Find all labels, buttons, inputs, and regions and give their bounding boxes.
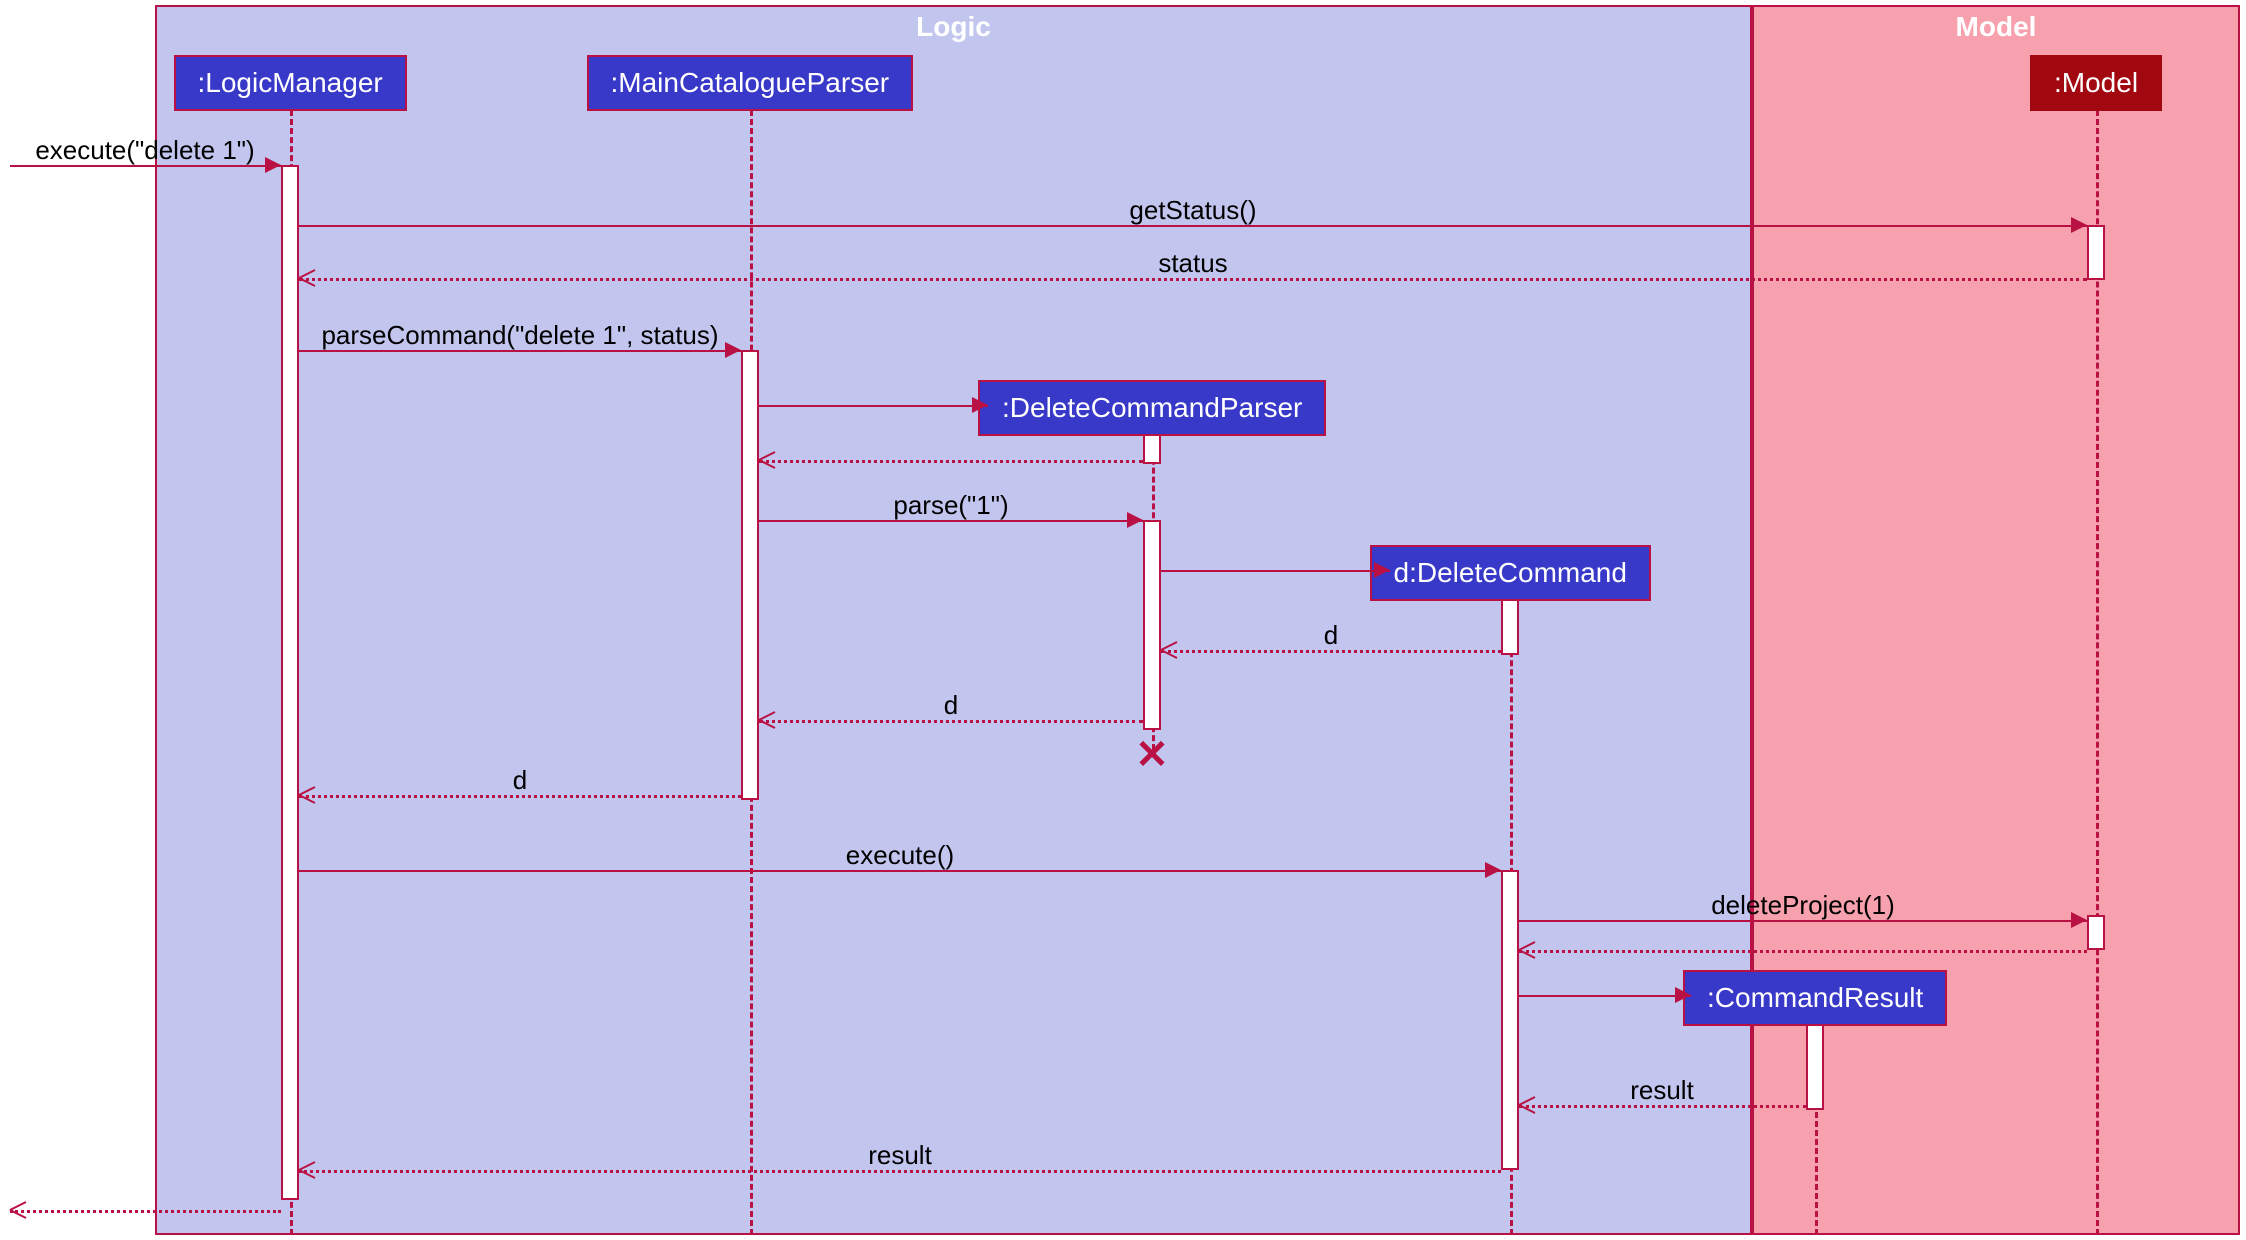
- activation-5: [1501, 597, 1519, 655]
- message-label-9: d: [944, 690, 958, 721]
- message-arrowhead-16: [297, 1160, 317, 1180]
- message-arrowhead-8: [1159, 640, 1179, 660]
- message-line-14: [1519, 995, 1691, 997]
- message-label-12: deleteProject(1): [1711, 890, 1895, 921]
- message-line-7: [1161, 570, 1390, 572]
- model-region: Model: [1752, 5, 2240, 1235]
- message-arrowhead-9: [757, 710, 777, 730]
- participant-logic_manager: :LogicManager: [174, 55, 407, 111]
- participant-cmd_result: :CommandResult: [1683, 970, 1947, 1026]
- message-label-0: execute("delete 1"): [35, 135, 254, 166]
- message-line-17: [10, 1210, 281, 1213]
- logic-region-title: Logic: [916, 11, 991, 43]
- destroy-icon: ✕: [1135, 732, 1169, 778]
- message-arrowhead-4: [972, 397, 988, 413]
- message-line-13: [1519, 950, 2087, 953]
- activation-7: [2087, 915, 2105, 950]
- message-arrowhead-6: [1127, 512, 1143, 528]
- message-arrowhead-13: [1517, 940, 1537, 960]
- message-arrowhead-14: [1675, 987, 1691, 1003]
- message-arrowhead-11: [1485, 862, 1501, 878]
- message-arrowhead-2: [297, 268, 317, 288]
- message-arrowhead-5: [757, 450, 777, 470]
- model-region-title: Model: [1956, 11, 2037, 43]
- message-label-10: d: [513, 765, 527, 796]
- message-line-5: [759, 460, 1143, 463]
- participant-main_parser: :MainCatalogueParser: [587, 55, 914, 111]
- message-arrowhead-12: [2071, 912, 2087, 928]
- activation-1: [2087, 225, 2105, 280]
- activation-4: [1143, 520, 1161, 730]
- message-label-3: parseCommand("delete 1", status): [321, 320, 718, 351]
- message-arrowhead-15: [1517, 1095, 1537, 1115]
- activation-2: [741, 350, 759, 800]
- message-arrowhead-17: [8, 1200, 28, 1220]
- message-arrowhead-1: [2071, 217, 2087, 233]
- activation-6: [1501, 870, 1519, 1170]
- message-arrowhead-0: [265, 157, 281, 173]
- activation-8: [1806, 1022, 1824, 1110]
- message-arrowhead-3: [725, 342, 741, 358]
- activation-0: [281, 165, 299, 1200]
- message-line-4: [759, 405, 988, 407]
- participant-delete_parser: :DeleteCommandParser: [978, 380, 1326, 436]
- message-label-1: getStatus(): [1129, 195, 1256, 226]
- message-label-2: status: [1158, 248, 1227, 279]
- participant-delete_cmd: d:DeleteCommand: [1370, 545, 1651, 601]
- message-label-6: parse("1"): [893, 490, 1008, 521]
- message-arrowhead-7: [1374, 562, 1390, 578]
- message-label-8: d: [1324, 620, 1338, 651]
- message-arrowhead-10: [297, 785, 317, 805]
- message-label-11: execute(): [846, 840, 954, 871]
- participant-model: :Model: [2030, 55, 2162, 111]
- activation-3: [1143, 432, 1161, 464]
- sequence-diagram: Logic Model :LogicManager :MainCataloguePar…: [0, 0, 2246, 1240]
- message-label-16: result: [868, 1140, 932, 1171]
- message-label-15: result: [1630, 1075, 1694, 1106]
